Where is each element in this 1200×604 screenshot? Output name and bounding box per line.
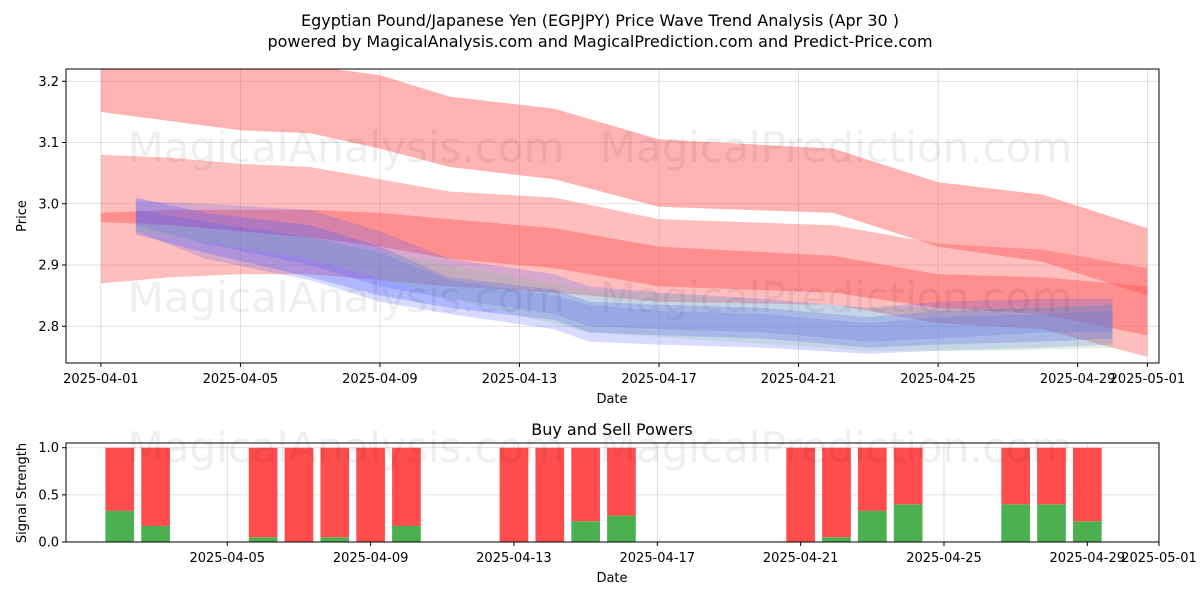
price-xtick-label: 2025-05-01 xyxy=(1110,372,1186,387)
signal-xlabel: Date xyxy=(596,571,627,586)
buy-power-bar xyxy=(822,537,851,542)
wave-band-red-mid xyxy=(100,154,1148,357)
signal-frame xyxy=(65,442,1160,543)
wave-band-blue-1 xyxy=(135,197,1113,348)
signal-title: Buy and Sell Powers xyxy=(531,420,693,439)
signal-xtick-label: 2025-04-17 xyxy=(620,551,696,566)
price-xtick-label: 2025-04-25 xyxy=(900,372,976,387)
buy-power-bar xyxy=(320,537,350,542)
buy-power-bar xyxy=(141,525,170,542)
price-xtick-label: 2025-04-09 xyxy=(342,372,418,387)
sell-power-bar xyxy=(1037,447,1066,505)
price-ytick-label: 3.0 xyxy=(38,197,59,212)
signal-xtick-label: 2025-04-21 xyxy=(763,551,839,566)
price-xtick-label: 2025-04-29 xyxy=(1040,372,1116,387)
signal-ytick-label: 0.5 xyxy=(38,488,59,503)
wave-band-green-1 xyxy=(135,222,1113,351)
signal-ticks: 2025-04-05 2025-04-09 2025-04-13 2025-04-17… xyxy=(38,441,1196,566)
watermark-left-mid: MagicalAnalysis.com xyxy=(128,273,565,322)
watermark-left-top: MagicalAnalysis.com xyxy=(128,123,565,172)
signal-xtick-label: 2025-04-29 xyxy=(1050,551,1126,566)
sell-power-bar xyxy=(822,447,851,538)
wave-band-blue-3 xyxy=(135,209,1113,354)
sell-power-bar xyxy=(105,447,135,511)
price-xtick-label: 2025-04-21 xyxy=(761,372,837,387)
wave-band-red-upper xyxy=(100,69,1148,296)
signal-xtick-label: 2025-04-05 xyxy=(189,551,265,566)
sell-power-bar xyxy=(607,447,636,516)
chart-subtitle: powered by MagicalAnalysis.com and Magic… xyxy=(267,32,932,51)
price-xlabel: Date xyxy=(596,392,627,407)
buy-power-bar xyxy=(248,537,278,542)
sell-power-bar xyxy=(499,447,529,542)
price-bands xyxy=(100,69,1148,357)
buy-power-bar xyxy=(1072,521,1102,542)
chart-title: Egyptian Pound/Japanese Yen (EGPJPY) Pri… xyxy=(301,11,899,30)
buy-power-bar xyxy=(571,521,600,542)
signal-ytick-label: 1.0 xyxy=(38,441,59,456)
price-ytick-label: 3.2 xyxy=(38,75,59,90)
sell-power-bar xyxy=(1001,447,1030,505)
price-xtick-label: 2025-04-01 xyxy=(63,372,139,387)
watermark-right-bottom: MagicalPrediction.com xyxy=(600,423,1073,472)
sell-power-bar xyxy=(141,447,170,526)
sell-power-bar xyxy=(356,447,385,542)
sell-power-bar xyxy=(571,447,600,522)
signal-xtick-label: 2025-05-01 xyxy=(1121,551,1197,566)
buy-power-bar xyxy=(857,510,887,542)
buy-power-bar xyxy=(105,510,135,542)
price-ytick-label: 3.1 xyxy=(38,136,59,151)
signal-ytick-label: 0.0 xyxy=(38,536,59,551)
sell-power-bar xyxy=(284,447,314,542)
price-ytick-label: 2.8 xyxy=(38,320,59,335)
price-xtick-label: 2025-04-17 xyxy=(621,372,697,387)
sell-power-bar xyxy=(535,447,565,542)
price-grid xyxy=(66,69,1159,363)
signal-xtick-label: 2025-04-13 xyxy=(476,551,552,566)
sell-power-bar xyxy=(392,447,421,526)
signal-xtick-label: 2025-04-25 xyxy=(906,551,982,566)
price-ytick-label: 2.9 xyxy=(38,259,59,274)
wave-band-blue-2 xyxy=(135,200,1113,342)
sell-power-bar xyxy=(1072,447,1102,522)
buy-power-bar xyxy=(893,504,923,542)
buy-power-bar xyxy=(607,515,636,542)
signal-xtick-label: 2025-04-09 xyxy=(333,551,409,566)
sell-power-bar xyxy=(320,447,350,538)
watermark-left-bottom: MagicalAnalysis.com xyxy=(128,423,565,472)
price-ylabel: Price xyxy=(15,200,30,232)
wave-band-red-lower xyxy=(100,209,1148,336)
signal-ylabel: Signal Strength xyxy=(15,443,30,543)
buy-power-bar xyxy=(392,525,421,542)
signal-panel: Buy and Sell Powers MagicalAnalysis.com … xyxy=(15,420,1197,586)
price-xtick-label: 2025-04-05 xyxy=(203,372,279,387)
price-xtick-label: 2025-04-13 xyxy=(482,372,558,387)
watermark-right-mid: MagicalPrediction.com xyxy=(600,273,1073,322)
buy-power-bar xyxy=(1037,504,1066,542)
buy-power-bar xyxy=(1001,504,1030,542)
signal-bars xyxy=(105,447,1102,542)
price-panel: MagicalAnalysis.com MagicalPrediction.co… xyxy=(15,68,1185,407)
price-frame xyxy=(65,68,1160,364)
price-ticks: 2025-04-01 2025-04-05 2025-04-09 2025-04-13… xyxy=(38,75,1185,387)
sell-power-bar xyxy=(893,447,923,505)
watermark-right-top: MagicalPrediction.com xyxy=(600,123,1073,172)
sell-power-bar xyxy=(248,447,278,538)
sell-power-bar xyxy=(786,447,815,542)
sell-power-bar xyxy=(857,447,887,511)
